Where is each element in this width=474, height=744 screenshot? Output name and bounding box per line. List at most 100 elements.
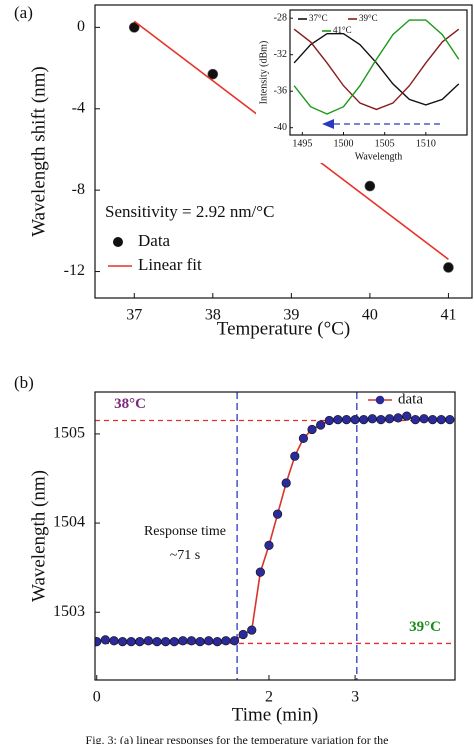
y-tick-label: -36 xyxy=(274,86,287,97)
x-axis-label: Temperature (°C) xyxy=(217,318,350,339)
inset-arrowhead xyxy=(322,119,334,129)
marker xyxy=(238,629,248,640)
marker xyxy=(384,414,395,424)
plot-frame xyxy=(289,9,468,136)
marker xyxy=(126,637,136,647)
legend-marker xyxy=(375,395,385,405)
y-tick-label: -28 xyxy=(274,13,287,24)
marker xyxy=(333,415,343,425)
marker xyxy=(324,415,334,426)
plot-frame xyxy=(94,391,456,681)
x-tick-label: 1510 xyxy=(416,138,436,149)
y-axis-label: Wavelength shift (nm) xyxy=(28,66,49,236)
marker xyxy=(95,637,102,647)
legend-label: 41°C xyxy=(333,25,352,35)
series-line xyxy=(293,28,460,111)
x-tick-label: 1495 xyxy=(292,138,312,149)
legend-marker xyxy=(113,237,123,247)
marker xyxy=(376,415,386,425)
marker xyxy=(341,415,352,425)
x-tick-label: 0 xyxy=(93,689,101,706)
marker xyxy=(445,415,455,425)
x-axis-label: Wavelength xyxy=(355,151,403,162)
y-tick-label: 1504 xyxy=(53,514,85,531)
marker xyxy=(117,637,128,647)
y-tick-label: -4 xyxy=(72,99,85,116)
reference-label: 38°C xyxy=(114,396,146,412)
marker xyxy=(169,637,179,647)
marker xyxy=(364,180,376,192)
marker xyxy=(247,625,257,635)
y-axis-label: Intensity (dBm) xyxy=(258,41,269,105)
y-tick-label: -32 xyxy=(274,49,287,60)
marker xyxy=(264,540,274,550)
x-tick-label: 38 xyxy=(205,307,221,324)
inset-background xyxy=(256,8,469,163)
series-line xyxy=(293,19,460,115)
marker xyxy=(212,637,222,647)
series-line xyxy=(293,33,460,106)
marker xyxy=(109,636,119,646)
marker xyxy=(143,636,153,646)
marker xyxy=(178,636,188,646)
marker xyxy=(307,424,317,435)
panel-label: (b) xyxy=(14,373,34,392)
marker xyxy=(419,414,429,424)
marker xyxy=(207,68,219,80)
marker xyxy=(402,411,412,421)
marker xyxy=(410,415,420,425)
y-axis-label: Wavelength (nm) xyxy=(28,470,49,602)
x-tick-label: 1500 xyxy=(334,138,354,149)
panel: 0 2 3 1503 1504 1505 Time (min) Wavelength (nm)… xyxy=(14,373,456,725)
marker xyxy=(350,415,360,425)
y-tick-label: 0 xyxy=(77,18,85,35)
panel: 1495 1500 1505 1510 -28 -32 -36 -40 Wavelength In… xyxy=(256,8,469,163)
x-tick-label: 37 xyxy=(126,307,142,324)
y-tick-label: 1505 xyxy=(53,425,85,442)
legend-label: 37°C xyxy=(309,13,328,23)
annotation: ~71 s xyxy=(170,548,201,563)
x-tick-label: 41 xyxy=(440,307,456,324)
legend-label: data xyxy=(398,391,423,407)
caption: Fig. 3: (a) linear responses for the tem… xyxy=(86,733,389,744)
marker xyxy=(443,262,454,273)
y-tick-label: -12 xyxy=(64,262,85,279)
x-tick-label: 1505 xyxy=(375,138,395,149)
x-axis-label: Time (min) xyxy=(232,704,318,725)
reference-label: 39°C xyxy=(409,619,441,635)
panel: 37 38 39 40 41 0 -4 -8 -12 Temperature (°C) Wavele… xyxy=(14,3,473,339)
marker xyxy=(436,415,446,425)
y-tick-label: -8 xyxy=(72,181,85,198)
annotation: Response time xyxy=(144,524,226,539)
x-tick-label: 39 xyxy=(283,307,299,324)
marker xyxy=(428,415,438,425)
marker xyxy=(229,636,240,646)
x-tick-label: 3 xyxy=(351,689,359,706)
x-tick-label: 2 xyxy=(265,689,273,706)
marker xyxy=(255,567,265,577)
plot-area xyxy=(95,392,455,680)
marker xyxy=(161,637,171,647)
marker xyxy=(128,22,140,33)
marker xyxy=(100,635,110,645)
marker xyxy=(281,478,291,488)
marker xyxy=(152,637,162,647)
annotation: Sensitivity = 2.92 nm/°C xyxy=(105,202,274,221)
marker xyxy=(135,637,145,647)
marker xyxy=(221,636,231,646)
marker xyxy=(367,414,377,424)
legend-label: Data xyxy=(138,231,171,250)
y-tick-label: 1503 xyxy=(53,603,85,620)
marker xyxy=(204,636,214,646)
legend-label: 39°C xyxy=(359,13,378,23)
plot-frame xyxy=(94,4,473,299)
x-tick-label: 40 xyxy=(362,307,378,324)
panel-label: (a) xyxy=(14,3,33,22)
marker xyxy=(290,451,300,461)
legend-label: Linear fit xyxy=(138,255,202,274)
plot-area xyxy=(293,19,460,115)
marker xyxy=(186,636,197,646)
marker xyxy=(298,433,309,443)
y-tick-label: -40 xyxy=(274,122,287,133)
